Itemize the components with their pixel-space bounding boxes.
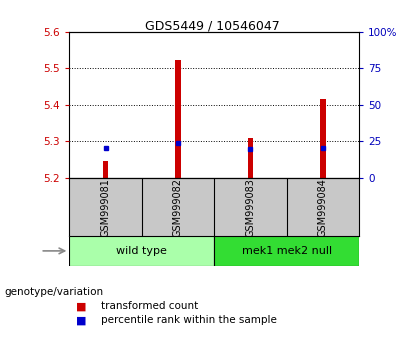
Text: GSM999081: GSM999081 xyxy=(100,178,110,236)
Text: ■: ■ xyxy=(76,301,86,311)
Text: transformed count: transformed count xyxy=(101,301,198,311)
Text: wild type: wild type xyxy=(116,246,167,256)
Bar xyxy=(102,161,108,178)
Text: percentile rank within the sample: percentile rank within the sample xyxy=(101,315,277,325)
Bar xyxy=(214,236,359,266)
Text: ■: ■ xyxy=(76,315,86,325)
Bar xyxy=(69,236,214,266)
Text: GSM999083: GSM999083 xyxy=(245,178,255,236)
Text: GSM999084: GSM999084 xyxy=(318,178,328,236)
Bar xyxy=(247,138,253,178)
Bar xyxy=(175,60,181,178)
Text: GSM999082: GSM999082 xyxy=(173,178,183,236)
Text: genotype/variation: genotype/variation xyxy=(4,287,103,297)
Bar xyxy=(320,99,326,178)
Text: GDS5449 / 10546047: GDS5449 / 10546047 xyxy=(145,19,279,33)
Text: mek1 mek2 null: mek1 mek2 null xyxy=(241,246,332,256)
